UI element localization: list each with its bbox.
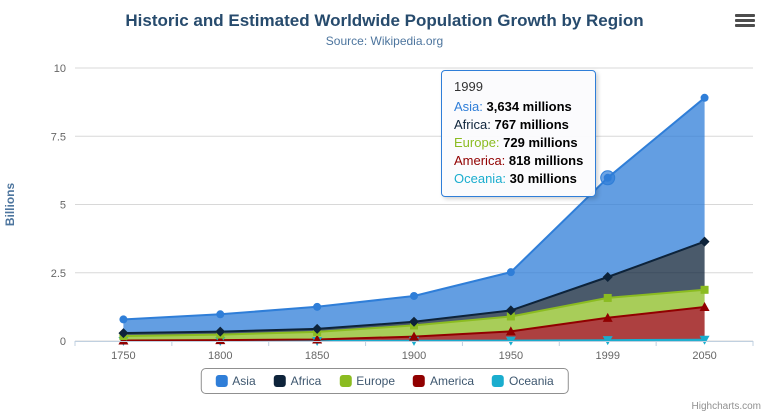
chart-subtitle: Source: Wikipedia.org	[325, 34, 444, 48]
hamburger-menu-icon	[735, 19, 755, 22]
x-axis-ticks	[74, 341, 754, 346]
svg-text:1800: 1800	[208, 350, 232, 362]
y-axis-title: Billions	[3, 183, 17, 227]
svg-text:1900: 1900	[402, 350, 426, 362]
legend-item-asia[interactable]: Asia	[215, 374, 256, 388]
y-axis-labels: 0 2.5 5 7.5 10	[51, 63, 66, 348]
legend: Asia Africa Europe America Oceania	[200, 368, 569, 394]
legend-label: America	[430, 374, 475, 388]
hamburger-menu-icon	[735, 14, 755, 17]
legend-swatch-europe	[339, 375, 352, 387]
stacked-areas[interactable]	[123, 97, 705, 341]
svg-text:7.5: 7.5	[51, 131, 66, 143]
legend-label: Asia	[232, 374, 256, 388]
legend-item-oceania[interactable]: Oceania	[492, 374, 554, 388]
legend-swatch-africa	[273, 375, 286, 387]
svg-text:10: 10	[54, 63, 66, 75]
svg-text:0: 0	[60, 336, 66, 348]
hovered-point[interactable]	[600, 170, 616, 186]
svg-text:1850: 1850	[305, 350, 329, 362]
x-axis-labels: 1750 1800 1850 1900 1950 1999 2050	[111, 350, 717, 362]
svg-text:1950: 1950	[499, 350, 523, 362]
area-asia[interactable]	[123, 97, 705, 334]
credits-link[interactable]: Highcharts.com	[691, 401, 761, 412]
svg-text:2.5: 2.5	[51, 268, 66, 280]
legend-item-europe[interactable]: Europe	[339, 374, 395, 388]
hamburger-menu-icon	[735, 24, 755, 27]
legend-label: Africa	[290, 374, 322, 388]
svg-text:1750: 1750	[111, 350, 135, 362]
legend-swatch-america	[413, 375, 426, 387]
legend-label: Oceania	[509, 374, 554, 388]
markers-africa[interactable]	[118, 236, 710, 339]
legend-item-africa[interactable]: Africa	[273, 374, 322, 388]
svg-text:1999: 1999	[595, 350, 619, 362]
legend-label: Europe	[356, 374, 396, 388]
chart-context-menu-button[interactable]	[733, 10, 757, 30]
area-america[interactable]	[123, 307, 705, 341]
area-africa[interactable]	[123, 241, 705, 336]
legend-swatch-oceania	[492, 375, 505, 387]
svg-text:5: 5	[60, 200, 66, 212]
chart-title: Historic and Estimated Worldwide Populat…	[125, 11, 644, 30]
svg-text:2050: 2050	[692, 350, 716, 362]
legend-item-america[interactable]: America	[413, 374, 474, 388]
legend-swatch-asia	[215, 375, 228, 387]
